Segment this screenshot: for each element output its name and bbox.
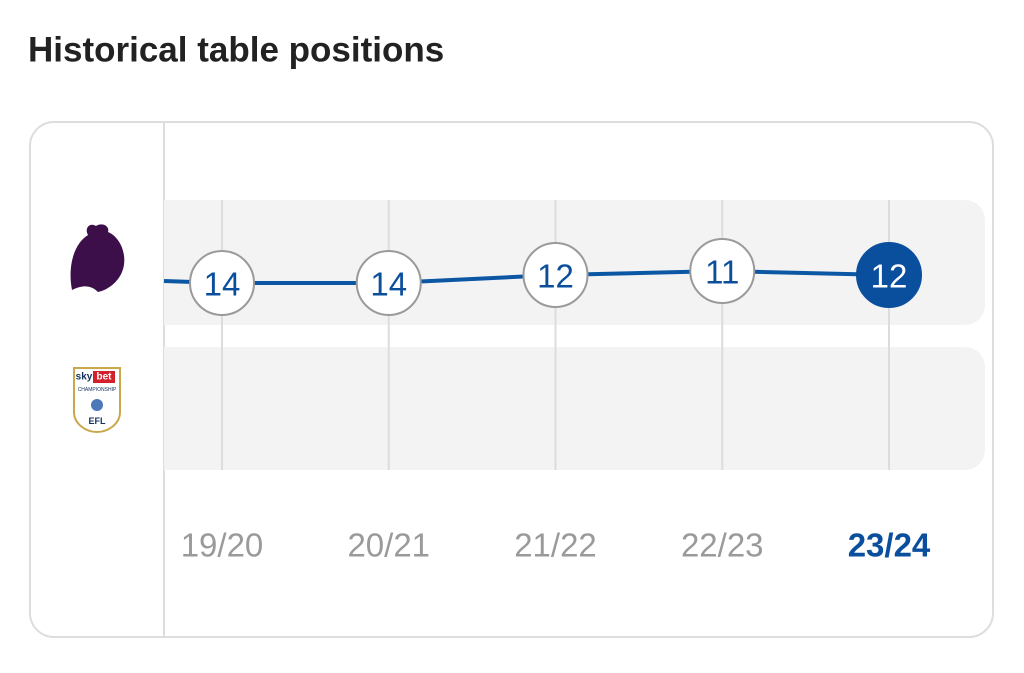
position-label: 12 [537, 258, 574, 295]
position-marker [355, 250, 422, 316]
season-label: 19/20 [181, 527, 264, 564]
championship-band [164, 347, 985, 470]
position-marker [522, 242, 589, 308]
championship-logo: sky bet CHAMPIONSHIP EFL [73, 367, 121, 434]
position-marker [189, 250, 255, 316]
season-label: 20/21 [347, 527, 430, 564]
position-label: 14 [370, 266, 407, 303]
badge-league: CHAMPIONSHIP [78, 387, 117, 393]
badge-org: EFL [89, 416, 107, 426]
position-label: 12 [871, 258, 908, 295]
season-label: 22/23 [681, 527, 764, 564]
position-label: 11 [705, 254, 739, 291]
lion-icon [70, 224, 125, 292]
season-label: 23/24 [848, 527, 931, 564]
premier-league-logo [70, 224, 125, 292]
badge-ball [91, 399, 103, 411]
badge-bet: bet [97, 372, 113, 383]
badge-sky: sky [76, 372, 93, 383]
position-marker [689, 238, 756, 304]
plot: 14 14 12 11 12 19/20 20/21 21/22 22/23 23/24 [163, 200, 931, 564]
section-title: Historical table positions [28, 31, 444, 70]
position-label: 14 [204, 266, 241, 303]
season-label: 21/22 [514, 527, 597, 564]
badge-bet-box [93, 371, 115, 383]
position-marker [856, 242, 922, 308]
